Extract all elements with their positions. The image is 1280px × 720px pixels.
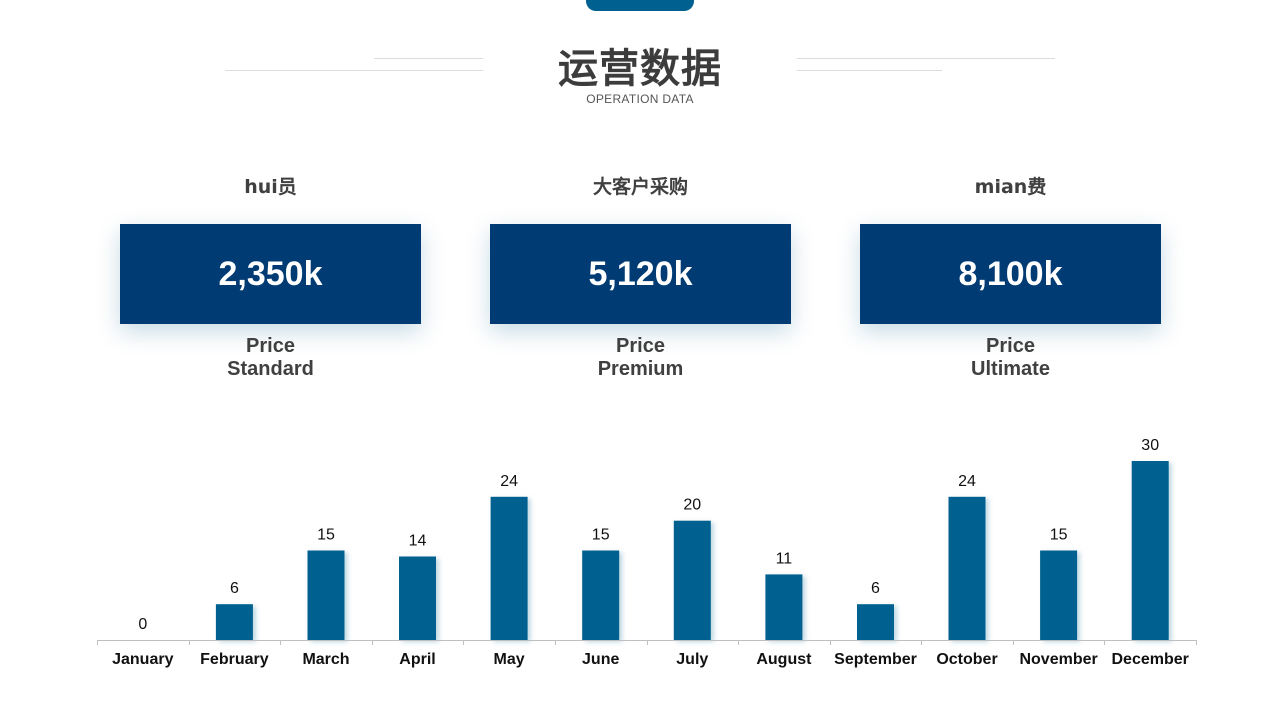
data-label-august: 11 <box>776 550 793 567</box>
bar-april <box>399 556 436 640</box>
bar-july <box>673 520 711 640</box>
card-value: 8,100k <box>958 254 1063 293</box>
data-label-may: 24 <box>500 473 518 490</box>
card-value-box: 5,120k <box>490 224 791 324</box>
divider-right-short <box>797 70 942 71</box>
card-price-label: Price <box>986 335 1035 357</box>
x-tick-label-march: March <box>302 651 349 668</box>
x-tick-label-november: November <box>1019 651 1097 668</box>
data-label-december: 30 <box>1141 437 1159 454</box>
data-label-january: 0 <box>138 616 147 633</box>
bar-march <box>307 550 345 640</box>
card-ultimate: mian费 8,100k Price Ultimate <box>860 174 1161 381</box>
bar-december <box>1131 461 1169 640</box>
card-value-box: 8,100k <box>860 224 1161 324</box>
bar-june <box>582 550 620 640</box>
card-tier-label: Ultimate <box>971 358 1050 380</box>
data-label-july: 20 <box>683 497 701 514</box>
data-label-february: 6 <box>230 580 239 597</box>
divider-left-short <box>374 58 483 59</box>
x-tick-label-june: June <box>582 651 619 668</box>
bar-october <box>948 496 986 640</box>
card-standard: hui员 2,350k Price Standard <box>120 174 421 381</box>
data-label-september: 6 <box>871 580 880 597</box>
bar-may <box>490 496 528 640</box>
x-tick-label-december: December <box>1112 651 1189 668</box>
bar-august <box>765 574 803 640</box>
card-tier-label: Premium <box>597 358 684 380</box>
data-label-october: 24 <box>958 473 976 490</box>
bar-february <box>215 604 253 640</box>
page-title: 运营数据 <box>558 46 722 92</box>
x-tick-label-february: February <box>200 651 269 668</box>
card-price-label: Price <box>246 335 295 357</box>
divider-right-long <box>797 58 1055 59</box>
bar-november <box>1040 550 1078 640</box>
page-subtitle: OPERATION DATA <box>586 92 694 106</box>
data-label-june: 15 <box>592 527 610 544</box>
card-title: hui员 <box>244 176 297 198</box>
card-title: 大客户采购 <box>592 176 688 198</box>
x-tick-label-january: January <box>112 651 173 668</box>
x-tick-label-september: September <box>834 651 917 668</box>
card-value: 2,350k <box>218 254 323 293</box>
x-tick-label-may: May <box>494 651 525 668</box>
card-value: 5,120k <box>588 254 693 293</box>
card-price-label: Price <box>616 335 665 357</box>
x-tick-label-april: April <box>399 651 435 668</box>
card-premium: 大客户采购 5,120k Price Premium <box>490 174 791 381</box>
card-title: mian费 <box>974 176 1047 198</box>
card-tier-label: Standard <box>227 358 314 380</box>
top-tab <box>586 0 694 11</box>
card-value-box: 2,350k <box>120 224 421 324</box>
bar-september <box>857 604 894 640</box>
data-label-march: 15 <box>317 527 335 544</box>
x-tick-label-july: July <box>676 651 708 668</box>
data-label-april: 14 <box>409 533 427 550</box>
x-tick-label-august: August <box>756 651 812 668</box>
data-label-november: 15 <box>1050 527 1068 544</box>
divider-left-long <box>225 70 483 71</box>
x-tick-label-october: October <box>936 651 997 668</box>
